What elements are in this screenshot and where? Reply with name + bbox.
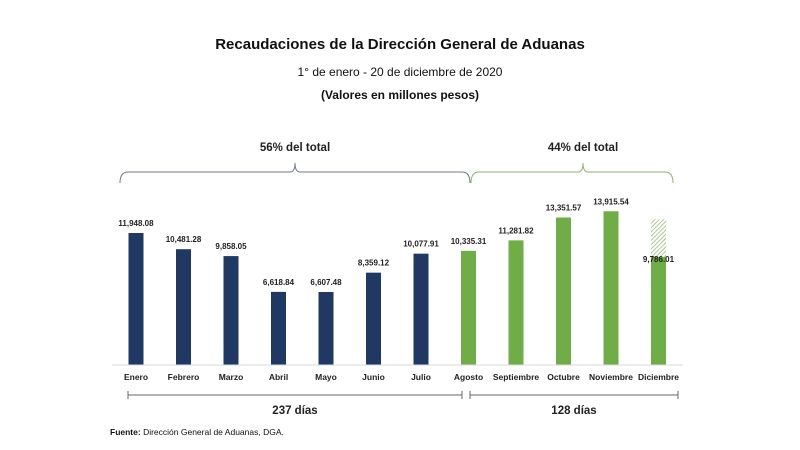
bar bbox=[318, 292, 334, 365]
data-label: 10,335.31 bbox=[451, 237, 487, 246]
x-tick-label: Junio bbox=[362, 372, 385, 382]
group-share-label: 56% del total bbox=[260, 142, 330, 154]
data-label: 8,359.12 bbox=[358, 259, 390, 268]
group-brace bbox=[470, 162, 674, 184]
x-tick-label: Enero bbox=[124, 372, 148, 382]
bar bbox=[651, 256, 666, 365]
x-tick-label: Julio bbox=[411, 372, 431, 382]
group-share-label: 44% del total bbox=[548, 142, 618, 154]
bar-hatched-extension bbox=[651, 219, 666, 257]
source-text: Dirección General de Aduanas, DGA. bbox=[140, 427, 284, 437]
data-label: 13,915.54 bbox=[593, 197, 629, 206]
bar bbox=[128, 233, 144, 365]
x-tick-label: Mayo bbox=[315, 372, 337, 382]
chart-units: (Valores en millones pesos) bbox=[320, 88, 480, 102]
x-tick-label: Octubre bbox=[547, 372, 580, 382]
bar bbox=[271, 291, 286, 365]
x-tick-label: Noviembre bbox=[589, 372, 633, 382]
bar bbox=[176, 249, 191, 365]
bar bbox=[413, 253, 429, 365]
x-tick-label: Abril bbox=[269, 372, 288, 382]
x-tick-label: Febrero bbox=[168, 372, 200, 382]
data-label: 9,786.01 bbox=[643, 255, 675, 264]
x-tick-label: Agosto bbox=[454, 372, 483, 382]
bar bbox=[508, 240, 524, 365]
data-label: 11,948.08 bbox=[118, 219, 154, 228]
bar bbox=[603, 211, 619, 365]
group-brace bbox=[119, 162, 471, 184]
bar bbox=[556, 217, 571, 365]
data-label: 6,607.48 bbox=[310, 278, 342, 287]
bar bbox=[366, 272, 381, 365]
source-label: Fuente: bbox=[110, 427, 141, 437]
x-tick-label: Marzo bbox=[219, 372, 244, 382]
data-label: 9,858.05 bbox=[215, 242, 247, 251]
x-tick-label: Diciembre bbox=[638, 372, 679, 382]
days-label: 128 días bbox=[551, 405, 596, 417]
bar bbox=[461, 250, 476, 365]
data-label: 11,281.82 bbox=[498, 226, 534, 235]
chart-subtitle: 1° de enero - 20 de diciembre de 2020 bbox=[297, 65, 503, 79]
data-label: 10,481.28 bbox=[166, 235, 202, 244]
data-label: 10,077.91 bbox=[403, 240, 439, 249]
chart-title: Recaudaciones de la Dirección General de… bbox=[215, 36, 585, 53]
bar bbox=[223, 256, 239, 365]
days-label: 237 días bbox=[272, 405, 317, 417]
data-label: 6,618.84 bbox=[263, 278, 295, 287]
data-label: 13,351.57 bbox=[546, 203, 582, 212]
x-tick-label: Septiembre bbox=[493, 372, 540, 382]
source-note: Fuente: Dirección General de Aduanas, DG… bbox=[110, 427, 284, 437]
